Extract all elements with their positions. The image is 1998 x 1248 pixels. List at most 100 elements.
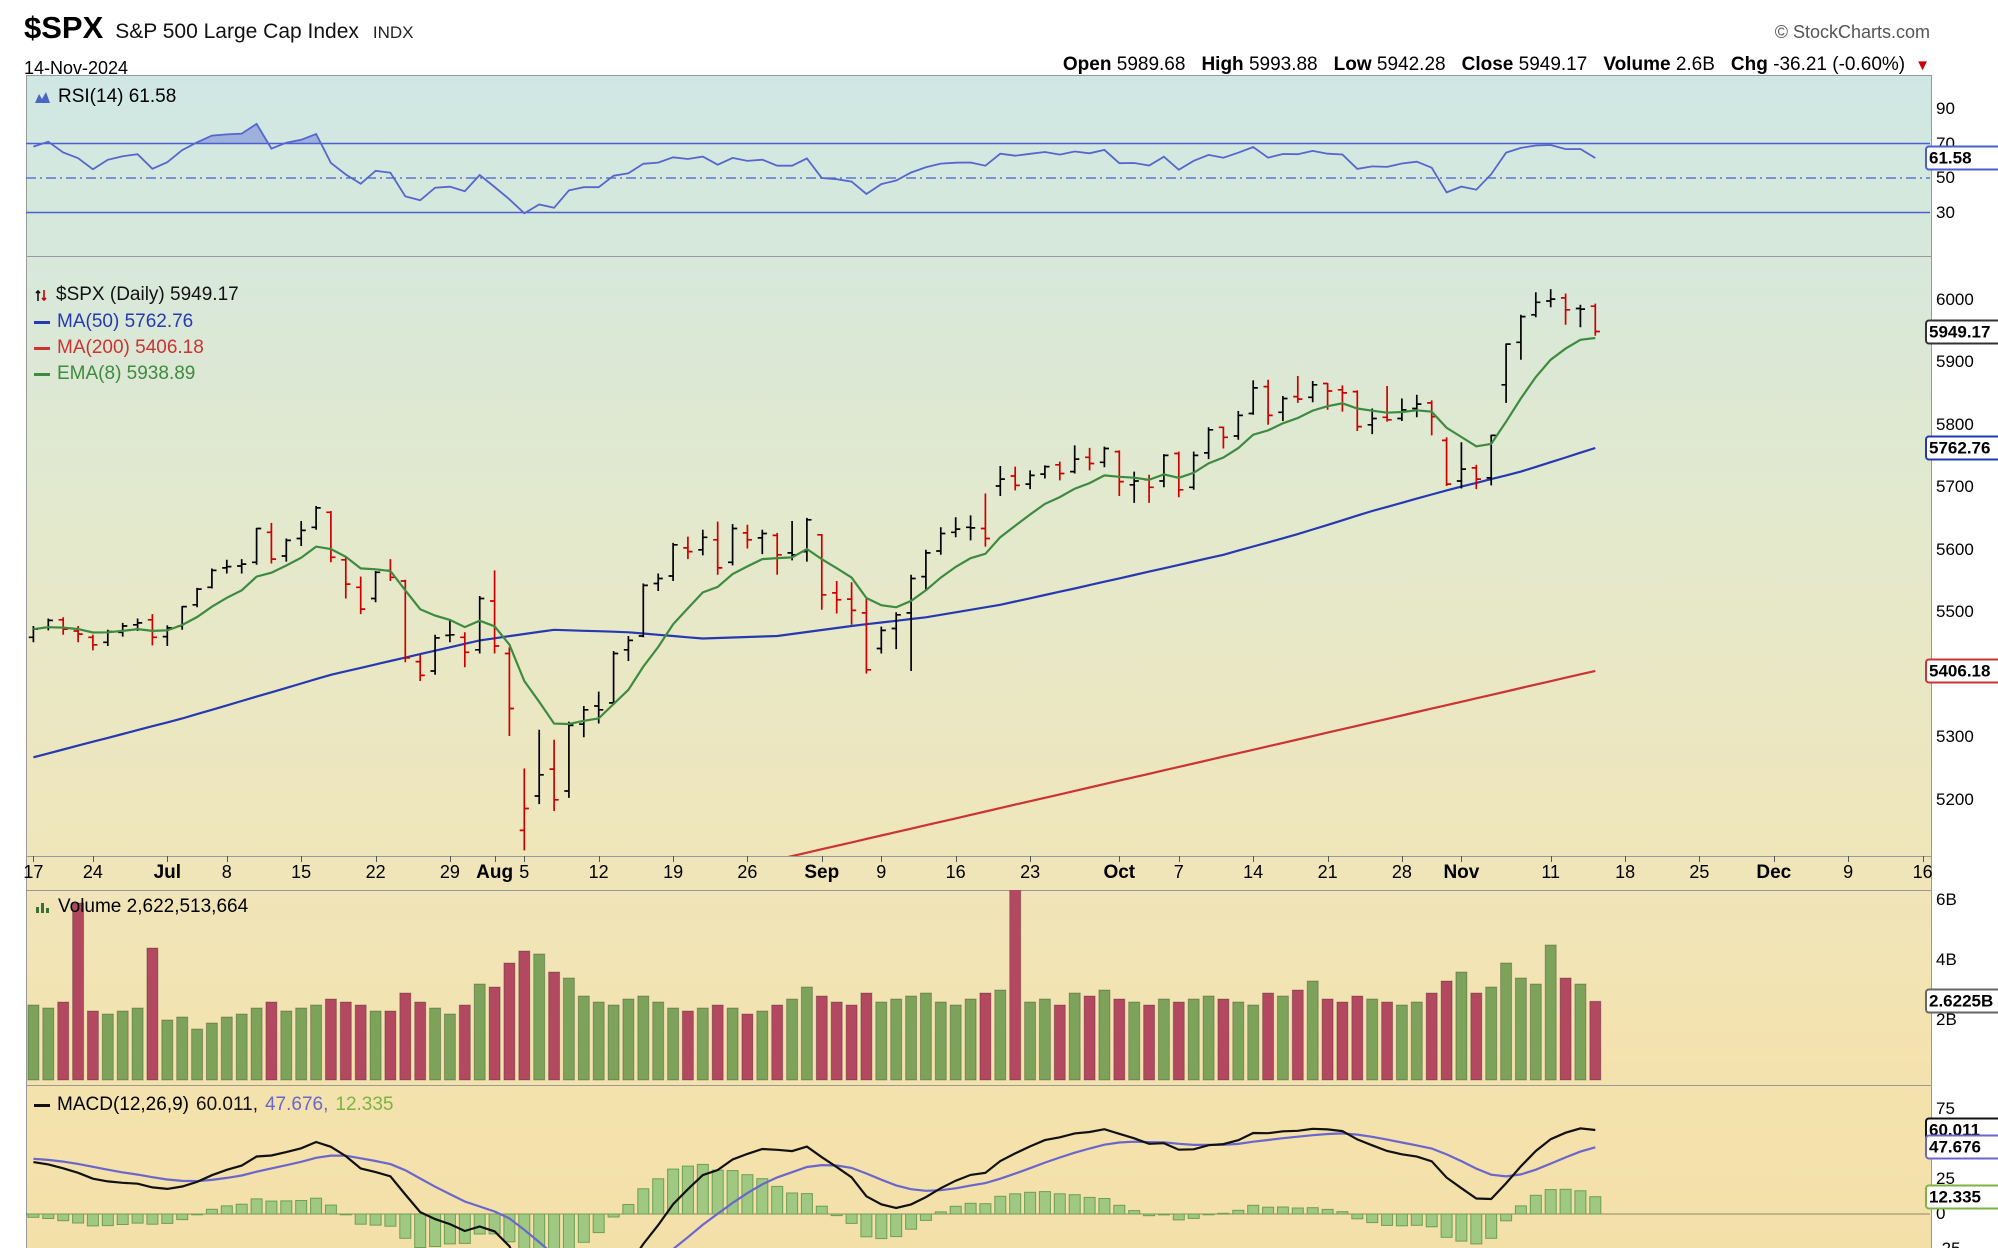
- volume-label: Volume: [1603, 54, 1671, 75]
- x-axis-label: 5: [519, 862, 530, 882]
- x-axis-label: Jul: [153, 862, 182, 883]
- change-label: Chg: [1730, 54, 1768, 75]
- x-axis-tick: [33, 856, 35, 862]
- ma50-legend-label: MA(50) 5762.76: [57, 311, 194, 332]
- open-value: 5989.68: [1116, 54, 1186, 75]
- x-axis-label: Nov: [1443, 862, 1480, 883]
- low-value: 5942.28: [1376, 54, 1446, 75]
- x-axis-tick: [375, 856, 377, 862]
- rsi-price-divider: [26, 256, 1931, 257]
- price-legend-ema8: EMA(8) 5938.89: [34, 363, 195, 385]
- volume-macd-divider: [26, 1085, 1931, 1086]
- rsi-area-icon: [35, 92, 50, 103]
- price-axis-label: 5200: [1936, 789, 1974, 809]
- x-axis-tick: [1699, 856, 1701, 862]
- x-axis-tick: [1119, 856, 1121, 862]
- exchange-label: INDX: [372, 23, 414, 42]
- rsi-value-badge: 61.58: [1925, 145, 1998, 171]
- x-axis-label: 28: [1391, 862, 1412, 882]
- x-axis-label: 18: [1615, 862, 1636, 882]
- chart-header: $SPX S&P 500 Large Cap Index INDX © Stoc…: [24, 10, 1974, 46]
- volume-bars-icon: [36, 903, 49, 913]
- x-axis-label: 16: [945, 862, 966, 882]
- x-axis-label: 9: [876, 862, 887, 882]
- volume-axis-label: 2B: [1936, 1010, 1957, 1029]
- x-axis-label: 25: [1689, 862, 1710, 882]
- x-axis-label: Oct: [1103, 862, 1136, 883]
- x-axis-label: 17: [23, 862, 44, 882]
- x-axis-label: Aug: [476, 862, 514, 883]
- volume-legend: Volume 2,622,513,664: [34, 896, 248, 918]
- x-axis-tick: [1253, 856, 1255, 862]
- ma50-line-icon: [34, 320, 50, 324]
- x-axis-tick: [1848, 856, 1850, 862]
- x-axis-label: 21: [1317, 862, 1338, 882]
- price-axis-label: 5900: [1936, 352, 1974, 372]
- quote-high: High 5993.88: [1201, 54, 1317, 76]
- x-axis-tick: [1550, 856, 1552, 862]
- macd-axis-label: -25: [1936, 1239, 1961, 1248]
- x-axis-label: 23: [1020, 862, 1041, 882]
- x-axis-tick: [1461, 856, 1463, 862]
- macd-axis-label: 0: [1936, 1204, 1946, 1223]
- macd-legend: MACD(12,26,9) 60.011, 47.676, 12.335: [34, 1094, 394, 1116]
- rsi-axis-label: 30: [1936, 202, 1955, 222]
- close-value: 5949.17: [1518, 54, 1588, 75]
- stockcharts-brand: © StockCharts.com: [1774, 22, 1930, 42]
- ema8-legend-label: EMA(8) 5938.89: [57, 363, 196, 384]
- price-legend-main-label: $SPX (Daily) 5949.17: [56, 284, 239, 305]
- x-axis-tick: [1773, 856, 1775, 862]
- ma200-line-icon: [34, 346, 50, 350]
- high-value: 5993.88: [1248, 54, 1318, 75]
- change-value: -36.21 (-0.60%): [1773, 54, 1906, 75]
- close-label: Close: [1461, 54, 1514, 75]
- x-axis-tick: [449, 856, 451, 862]
- volume-legend-label: Volume 2,622,513,664: [58, 896, 249, 917]
- xaxis-volume-divider: [26, 890, 1931, 891]
- x-axis-tick: [1178, 856, 1180, 862]
- x-axis-tick: [955, 856, 957, 862]
- low-label: Low: [1333, 54, 1372, 75]
- change-down-arrow-icon: ▼: [1915, 56, 1930, 74]
- x-axis-label: Dec: [1756, 862, 1792, 883]
- x-axis-label: 14: [1243, 862, 1264, 882]
- price-value-badge: 5406.18: [1925, 658, 1998, 684]
- volume-value: 2.6B: [1675, 54, 1715, 75]
- volume-plot: [27, 890, 1602, 1081]
- macd-axis-label: 75: [1936, 1099, 1955, 1118]
- price-value-badge: 5949.17: [1925, 319, 1998, 345]
- x-axis-tick: [301, 856, 303, 862]
- quote-change: Chg -36.21 (-0.60%): [1731, 54, 1905, 76]
- price-axis-label: 5700: [1936, 477, 1974, 497]
- rsi-legend-label: RSI(14) 61.58: [58, 86, 177, 107]
- price-axis-label: 5800: [1936, 414, 1974, 434]
- x-axis-tick: [524, 856, 526, 862]
- x-axis-label: Sep: [804, 862, 840, 883]
- macd-value-badge: 12.335: [1925, 1184, 1998, 1210]
- x-axis-label: 9: [1843, 862, 1854, 882]
- rsi-axis-label: 90: [1936, 99, 1955, 118]
- macd-plot: [26, 1127, 1930, 1248]
- volume-axis-label: 6B: [1936, 890, 1957, 909]
- x-axis-tick: [494, 856, 496, 862]
- macd-signal-value: 47.676,: [264, 1094, 329, 1115]
- ema8-line-icon: [34, 372, 50, 376]
- price-value-badge: 5762.76: [1925, 435, 1998, 461]
- x-axis-tick: [747, 856, 749, 862]
- price-axis-label: 5500: [1936, 602, 1974, 622]
- x-axis-tick: [1401, 856, 1403, 862]
- rsi-plot: [26, 122, 1930, 215]
- x-axis-tick: [226, 856, 228, 862]
- x-axis-tick: [1327, 856, 1329, 862]
- macd-value-badge: 47.676: [1925, 1134, 1998, 1160]
- x-axis-label: 24: [82, 862, 103, 882]
- quote-low: Low 5942.28: [1334, 54, 1446, 76]
- x-axis-label: 15: [291, 862, 312, 882]
- x-axis-tick: [1625, 856, 1627, 862]
- price-legend-ma200: MA(200) 5406.18: [34, 337, 204, 359]
- quote-open: Open 5989.68: [1063, 54, 1186, 76]
- price-axis-label: 5600: [1936, 539, 1974, 559]
- x-axis-label: 12: [588, 862, 609, 882]
- high-label: High: [1201, 54, 1244, 75]
